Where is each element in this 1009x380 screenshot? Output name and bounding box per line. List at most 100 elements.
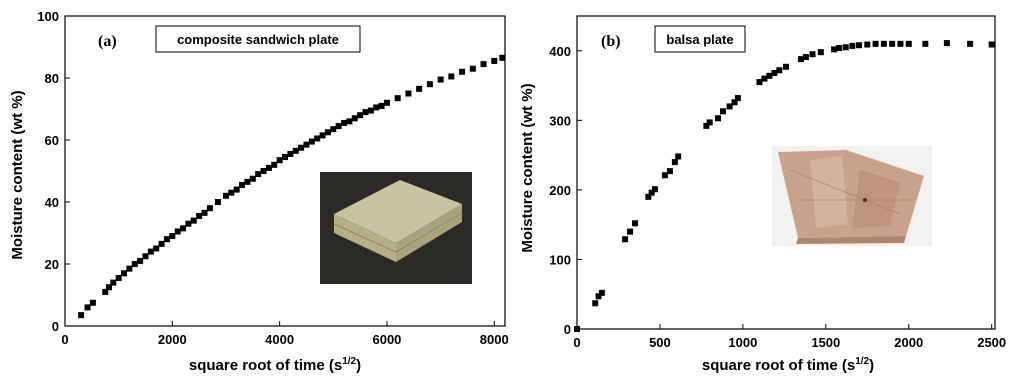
panel-a-box-label: composite sandwich plate xyxy=(177,32,339,47)
panel-b-data-point xyxy=(726,103,733,110)
panel-a-data-point xyxy=(292,147,299,154)
panel-a-data-point xyxy=(303,141,310,148)
panel-b-data-point xyxy=(645,193,652,200)
panel-b-data-point xyxy=(988,41,995,48)
composite-plate-photo xyxy=(320,172,472,284)
panel-b-data-point xyxy=(648,189,655,196)
panel-a-data-point xyxy=(265,164,272,171)
panel-b-x-tick-label: 2500 xyxy=(977,335,1006,350)
panel-a-data-point xyxy=(201,209,208,216)
panel-a-data-point xyxy=(499,54,506,61)
panel-a-data-point xyxy=(394,95,401,102)
panel-b-data-point xyxy=(783,63,789,70)
panel-b-y-tick-label: 100 xyxy=(549,252,571,267)
panel-a-y-tick-label: 0 xyxy=(52,319,59,334)
panel-b-data-point xyxy=(719,108,726,115)
panel-a-data-point xyxy=(255,171,262,178)
panel-a-data-point xyxy=(287,150,294,157)
panel-a-data-point xyxy=(298,144,305,151)
panel-b-data-point xyxy=(714,115,721,122)
panel-a-data-points xyxy=(78,54,506,319)
panel-b-data-point xyxy=(661,172,668,179)
panel-a-data-point xyxy=(405,90,412,97)
panel-a-data-point xyxy=(78,312,85,319)
panel-b-y-tick-label: 0 xyxy=(564,322,571,337)
panel-b-data-point xyxy=(889,40,896,47)
panel-a-data-point xyxy=(480,61,487,68)
panel-b-data-point xyxy=(595,293,602,300)
panel-b-data-point xyxy=(797,56,804,63)
panel-a-data-point xyxy=(121,270,128,277)
panel-a-data-point xyxy=(126,265,133,272)
panel-a-data-point xyxy=(142,253,149,260)
panel-b-data-point xyxy=(671,159,678,166)
panel-b-label: (b) xyxy=(601,33,621,50)
panel-a-x-tick-label: 8000 xyxy=(480,332,509,347)
panel-a-data-point xyxy=(324,129,331,136)
panel-a-data-point xyxy=(416,85,423,92)
panel-b-y-tick-label: 300 xyxy=(549,113,571,128)
panel-b-data-point xyxy=(627,228,634,235)
panel-a-data-point xyxy=(362,109,369,116)
panel-a-data-point xyxy=(271,161,278,168)
panel-a-x-tick-label: 2000 xyxy=(158,332,187,347)
panel-a-data-point xyxy=(330,126,337,133)
panel-b-data-point xyxy=(675,153,682,160)
panel-b-data-point xyxy=(598,289,605,296)
panel-a-data-point xyxy=(249,175,256,182)
panel-a-x-tick-label: 0 xyxy=(61,332,68,347)
panel-a-data-point xyxy=(260,168,267,174)
panel-a-data-point xyxy=(206,205,213,212)
panel-b-data-point xyxy=(592,300,599,307)
panel-a-data-point xyxy=(437,76,444,83)
panel-b-data-point xyxy=(632,220,639,227)
panel-a-data-point xyxy=(137,257,144,264)
panel-a-data-point xyxy=(448,73,455,80)
panel-b-data-point xyxy=(880,40,887,47)
panel-a-label: (a) xyxy=(98,33,117,50)
panel-b-y-tick-label: 200 xyxy=(549,183,571,198)
panel-a-data-point xyxy=(158,240,165,247)
panel-b-x-tick-label: 1000 xyxy=(728,335,757,350)
panel-a-plot-frame xyxy=(64,15,506,327)
panel-a-y-tick-label: 60 xyxy=(45,133,59,148)
panel-b-data-point xyxy=(734,95,741,102)
panel-a-data-point xyxy=(233,186,240,193)
panel-a-data-point xyxy=(196,212,203,219)
panel-a-data-point xyxy=(163,236,170,243)
panel-a-data-point xyxy=(244,178,251,185)
panel-b-box-label: balsa plate xyxy=(666,32,733,47)
panel-a-data-point xyxy=(84,304,91,311)
panel-b-data-point xyxy=(817,49,824,56)
panel-b-data-point xyxy=(802,54,809,61)
panel-a-data-point xyxy=(131,261,138,267)
panel-b-data-point xyxy=(651,186,658,193)
panel-b-data-point xyxy=(666,168,673,175)
panel-a-data-point xyxy=(228,189,235,196)
panel-a-data-point xyxy=(169,233,176,240)
panel-b-x-tick-label: 500 xyxy=(649,335,671,350)
panel-a-data-point xyxy=(357,112,364,119)
panel-a-data-point xyxy=(180,225,187,232)
panel-b-data-point xyxy=(776,67,783,74)
panel-b-data-point xyxy=(831,46,838,53)
panel-a-x-tick-label: 6000 xyxy=(372,332,401,347)
panel-b-data-point xyxy=(622,236,629,243)
panel-a-x-tick-label: 4000 xyxy=(265,332,294,347)
panel-a-data-point xyxy=(185,220,192,227)
panel-a-data-point xyxy=(102,288,109,295)
panel-a-data-point xyxy=(491,57,498,64)
panel-b-data-point xyxy=(967,40,974,47)
panel-b-chart: 0 500 1000 1500 2000 2500 0 100 200 300 400 (b) ba… xyxy=(519,15,1006,374)
panel-b-plot-frame xyxy=(576,15,996,330)
panel-a-data-point xyxy=(147,248,154,255)
panel-b-data-point xyxy=(836,44,843,51)
panel-a-y-axis-label: Moisture content (wt %) xyxy=(9,90,26,259)
panel-b-data-point xyxy=(905,40,912,47)
panel-a-y-tick-label: 80 xyxy=(45,71,59,86)
panel-a-data-point xyxy=(276,157,283,164)
panel-a-data-point xyxy=(110,279,117,286)
panel-b-axes: 0 500 1000 1500 2000 2500 0 100 200 300 400 xyxy=(549,15,1006,350)
panel-a-y-tick-label: 20 xyxy=(45,257,59,272)
panel-b-data-point xyxy=(872,40,879,47)
